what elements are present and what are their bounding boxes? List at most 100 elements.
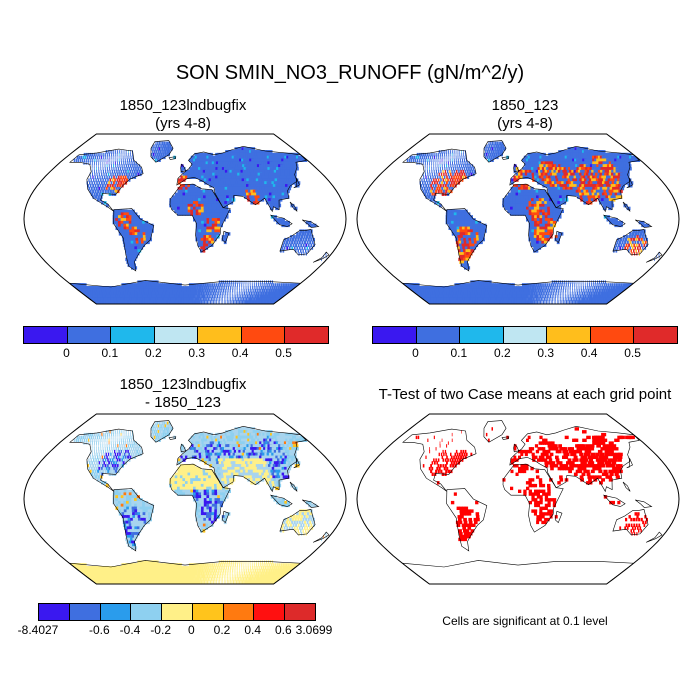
coastline-greenland bbox=[483, 420, 507, 443]
colorbar-tick-label: 0.3 bbox=[188, 346, 206, 360]
coastline-northAmerica bbox=[402, 148, 477, 212]
coastline-antarctica bbox=[68, 560, 302, 584]
coastline-newguinea bbox=[302, 499, 320, 508]
coastline-greenland bbox=[150, 420, 174, 443]
coastline-eurasia bbox=[176, 145, 307, 213]
map-diff bbox=[23, 413, 347, 585]
coastline-britain bbox=[513, 443, 520, 453]
colorbar-swatch bbox=[241, 327, 286, 343]
coastline-indonesia bbox=[602, 214, 626, 227]
map-cells bbox=[402, 141, 660, 304]
coastline-japan bbox=[626, 177, 633, 189]
map-case2 bbox=[356, 133, 680, 305]
colorbar-tick-label: 0.4 bbox=[231, 346, 249, 360]
coastline-greenland bbox=[483, 140, 507, 163]
colorbar-tick-label: 0 bbox=[187, 623, 195, 637]
colorbar-swatch bbox=[590, 327, 635, 343]
coastline-newzealand bbox=[312, 531, 330, 543]
colorbar-swatch bbox=[67, 327, 112, 343]
colorbar-case2 bbox=[372, 326, 678, 344]
map-border bbox=[356, 413, 680, 585]
colorbar-tick-label: 0.2 bbox=[213, 623, 231, 637]
coastline-madagascar bbox=[554, 230, 563, 244]
coastline-eurasia bbox=[509, 425, 640, 493]
coastline-northAmerica bbox=[402, 428, 477, 492]
panel-title-line1: 1850_123lndbugfix bbox=[119, 97, 247, 114]
colorbar-case1 bbox=[23, 326, 329, 344]
map-border bbox=[356, 133, 680, 305]
coastline-madagascar bbox=[221, 510, 230, 524]
significance-note: Cells are significant at 0.1 level bbox=[442, 614, 608, 628]
panel-title-line1: 1850_123 bbox=[491, 97, 559, 114]
colorbar-tick-label: 0.6 bbox=[274, 623, 292, 637]
coastline-eurasia bbox=[509, 145, 640, 213]
coastline-antarctica bbox=[68, 280, 302, 304]
coastline-africa bbox=[169, 183, 231, 253]
colorbar-tick-label: 0.4 bbox=[580, 346, 598, 360]
colorbar-swatch bbox=[416, 327, 461, 343]
coastline-philippines bbox=[622, 481, 631, 492]
map-ttest bbox=[356, 413, 680, 585]
colorbar-tick-label: 0.4 bbox=[244, 623, 261, 637]
coastline-philippines bbox=[289, 201, 298, 212]
colorbar-swatch bbox=[254, 604, 286, 620]
colorbar-swatch bbox=[460, 327, 504, 343]
colorbar-tick-label: -0.2 bbox=[150, 623, 171, 637]
coastline-newzealand bbox=[645, 251, 663, 263]
colorbar-diff bbox=[38, 603, 316, 621]
map-border bbox=[23, 413, 347, 585]
colorbar-tick-label: 3.0699 bbox=[295, 623, 333, 637]
map-cells bbox=[415, 427, 648, 542]
coastline-madagascar bbox=[554, 510, 563, 524]
coastline-southAmerica bbox=[113, 488, 155, 552]
coastline-africa bbox=[502, 463, 564, 533]
panel-title-case2: 1850_123 (yrs 4-8) bbox=[352, 97, 698, 133]
colorbar-swatch bbox=[69, 604, 101, 620]
coastline-australia bbox=[612, 229, 649, 256]
colorbar-swatch bbox=[285, 327, 329, 343]
colorbar-tick-label: 0.1 bbox=[450, 346, 468, 360]
colorbar-tick-label: 0.5 bbox=[624, 346, 641, 360]
coastline-madagascar bbox=[221, 230, 230, 244]
map-case1 bbox=[23, 133, 347, 305]
panel-title-line2: (yrs 4-8) bbox=[497, 115, 553, 132]
colorbar-swatch bbox=[634, 327, 678, 343]
panel-title-diff: 1850_123lndbugfix - 1850_123 bbox=[18, 376, 348, 412]
coastline-newzealand bbox=[645, 531, 663, 543]
map-cells bbox=[69, 141, 327, 304]
coastline-newguinea bbox=[302, 219, 320, 228]
colorbar-swatch bbox=[285, 604, 316, 620]
colorbar-tick-label: -0.6 bbox=[88, 623, 110, 637]
colorbar-swatch bbox=[223, 604, 255, 620]
panel-title-ttest: T-Test of two Case means at each grid po… bbox=[352, 386, 698, 404]
colorbar-tick-label: 0.5 bbox=[275, 346, 292, 360]
colorbar-tick-label: 0.2 bbox=[144, 346, 162, 360]
colorbar-swatch bbox=[24, 327, 68, 343]
colorbar-tick-label: 0 bbox=[63, 346, 70, 360]
coastline-southAmerica bbox=[113, 208, 155, 272]
coastline-iceland bbox=[501, 436, 510, 440]
coastline-philippines bbox=[622, 201, 631, 212]
coastline-greenland bbox=[150, 140, 174, 163]
coastline-australia bbox=[612, 509, 649, 536]
coastline-japan bbox=[293, 177, 300, 189]
coastline-japan bbox=[293, 457, 300, 469]
coastline-antarctica bbox=[401, 280, 635, 304]
colorbar-swatch bbox=[198, 327, 242, 343]
coastline-newguinea bbox=[635, 499, 653, 508]
coastline-northAmerica bbox=[69, 428, 144, 492]
coastline-northAmerica bbox=[69, 148, 144, 212]
coastline-australia bbox=[279, 509, 316, 536]
coastline-iceland bbox=[501, 156, 510, 160]
coastline-africa bbox=[502, 183, 564, 253]
colorbar-swatch bbox=[547, 327, 591, 343]
coastline-britain bbox=[513, 163, 520, 173]
coastline-southAmerica bbox=[446, 488, 488, 552]
figure-title: SON SMIN_NO3_RUNOFF (gN/m^2/y) bbox=[175, 62, 525, 84]
colorbar-swatch bbox=[39, 604, 70, 620]
colorbar-tick-label: 0.3 bbox=[537, 346, 555, 360]
coastline-australia bbox=[279, 229, 316, 256]
colorbar-tick-label: -0.4 bbox=[119, 623, 141, 637]
panel-title-line2: (yrs 4-8) bbox=[155, 115, 211, 132]
coastline-iceland bbox=[168, 436, 177, 440]
